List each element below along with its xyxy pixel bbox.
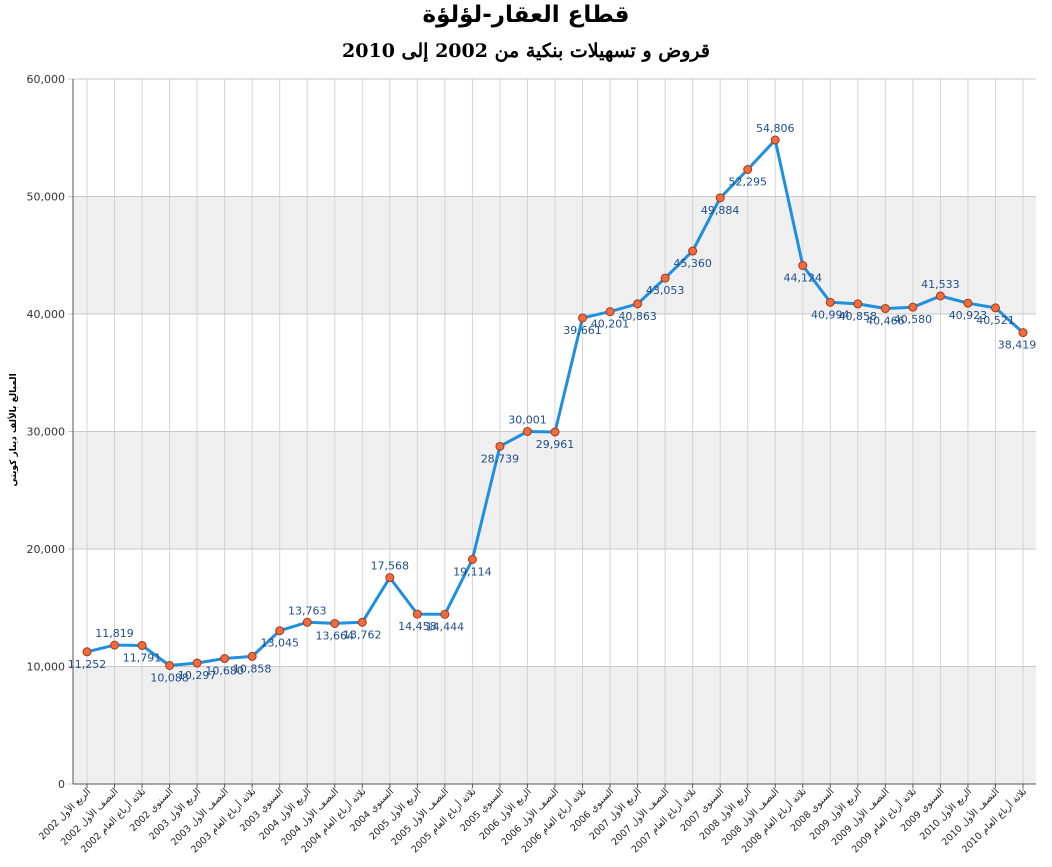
data-label: 14,458 (398, 620, 437, 633)
data-point (660, 273, 670, 283)
data-point (1018, 328, 1028, 338)
data-label: 10,680 (205, 665, 244, 678)
data-point (825, 297, 835, 307)
data-point (247, 651, 257, 661)
data-label: 40,858 (839, 310, 878, 323)
data-point (440, 609, 450, 619)
chart-title: قطاع العقار-لؤلؤة (422, 2, 630, 28)
data-point (220, 654, 230, 664)
data-point (412, 609, 422, 619)
data-label: 40,466 (866, 315, 905, 328)
data-point (880, 304, 890, 314)
data-label: 13,762 (343, 628, 382, 641)
data-point (467, 554, 477, 564)
data-point (357, 617, 367, 627)
data-point (550, 427, 560, 437)
y-tick-label: 60,000 (27, 73, 66, 86)
data-label: 13,045 (260, 637, 299, 650)
data-point (302, 617, 312, 627)
data-label: 52,295 (728, 176, 767, 189)
y-tick-label: 40,000 (27, 308, 66, 321)
data-point (385, 573, 395, 583)
data-point (275, 626, 285, 636)
data-point (853, 299, 863, 309)
y-tick-label: 0 (58, 778, 65, 791)
data-point (165, 660, 175, 670)
data-labels: 11,252 11,819 11,791 10,08810,29710,68010,8… (68, 122, 1037, 684)
data-label: 41,533 (921, 278, 960, 291)
data-label: 11,819 (95, 627, 134, 640)
data-label: 49,884 (701, 204, 740, 217)
data-label: 11,791 (123, 651, 162, 664)
data-label: 45,360 (673, 257, 712, 270)
y-tick-label: 50,000 (27, 191, 66, 204)
data-label: 10,088 (150, 671, 189, 684)
data-label: 40,521 (976, 314, 1015, 327)
data-label: 10,858 (233, 662, 272, 675)
data-point (770, 135, 780, 145)
data-label: 19,114 (453, 565, 492, 578)
data-label: 40,201 (591, 318, 630, 331)
data-point (110, 640, 120, 650)
data-point (798, 261, 808, 271)
data-label: 13,664 (316, 629, 355, 642)
data-point (82, 647, 92, 657)
data-label: 28,739 (481, 452, 520, 465)
data-point (743, 165, 753, 175)
data-label: 54,806 (756, 122, 795, 135)
data-point (715, 193, 725, 203)
data-point (633, 299, 643, 309)
data-point (605, 307, 615, 317)
data-point (963, 298, 973, 308)
data-point (192, 658, 202, 668)
y-tick-label: 10,000 (27, 661, 66, 674)
data-point (522, 426, 532, 436)
data-label: 13,763 (288, 604, 327, 617)
data-label: 40,580 (894, 313, 933, 326)
data-point (578, 313, 588, 323)
y-tick-label: 20,000 (27, 543, 66, 556)
data-point (137, 640, 147, 650)
data-label: 44,124 (784, 272, 823, 285)
data-label: 17,568 (371, 560, 410, 573)
data-label: 14,444 (426, 620, 465, 633)
data-label: 10,297 (178, 669, 217, 682)
data-label: 40,994 (811, 308, 850, 321)
data-label: 40,863 (618, 310, 657, 323)
y-tick-label: 30,000 (27, 426, 66, 439)
data-label: 11,252 (68, 658, 107, 671)
y-tick-labels: 0 10,000 20,000 30,000 40,000 50,000 60,000 (27, 73, 66, 791)
data-label: 30,001 (508, 413, 547, 426)
data-point (935, 291, 945, 301)
data-point (908, 302, 918, 312)
data-label: 40,923 (949, 309, 988, 322)
data-point (688, 246, 698, 256)
data-label: 29,961 (536, 438, 575, 451)
data-label: 38,419 (998, 339, 1037, 352)
data-points (82, 135, 1028, 670)
chart-subtitle: قروض و تسهيلات بنكية من 2002 إلى 2010 (342, 40, 710, 62)
axes (72, 79, 1036, 788)
data-point (330, 618, 340, 628)
data-point (495, 441, 505, 451)
data-label: 39,661 (563, 324, 602, 337)
data-point (990, 303, 1000, 313)
data-label: 43,053 (646, 284, 685, 297)
